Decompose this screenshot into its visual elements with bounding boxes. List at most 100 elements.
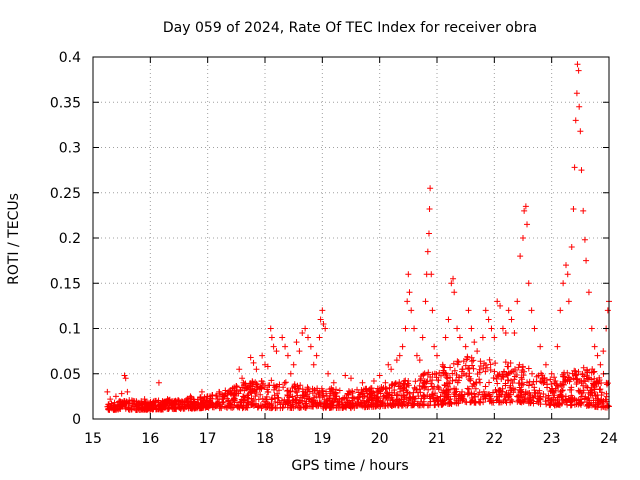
- baseline-point: [206, 397, 213, 404]
- baseline-point: [511, 376, 518, 383]
- baseline-point: [504, 376, 511, 383]
- baseline-point: [472, 385, 479, 392]
- data-point: [419, 334, 426, 341]
- baseline-point: [604, 380, 611, 387]
- baseline-point: [273, 383, 280, 390]
- data-point: [406, 289, 413, 296]
- data-point: [307, 343, 314, 350]
- baseline-point: [262, 403, 269, 410]
- data-point: [479, 334, 486, 341]
- data-point: [502, 330, 509, 337]
- data-point: [474, 348, 481, 355]
- data-point: [428, 271, 435, 278]
- baseline-point: [476, 376, 483, 383]
- data-point: [542, 361, 549, 368]
- baseline-point: [388, 381, 395, 388]
- baseline-point: [595, 397, 602, 404]
- baseline-point: [225, 402, 232, 409]
- baseline-point: [517, 399, 524, 406]
- baseline-point: [520, 394, 527, 401]
- baseline-point: [518, 392, 525, 399]
- data-point: [570, 206, 577, 213]
- baseline-point: [520, 381, 527, 388]
- baseline-point: [580, 387, 587, 394]
- data-point: [253, 366, 260, 373]
- data-point: [216, 388, 223, 395]
- data-point: [236, 366, 243, 373]
- data-point: [456, 334, 463, 341]
- data-point: [451, 289, 458, 296]
- baseline-point: [495, 372, 502, 379]
- baseline-point: [116, 397, 123, 404]
- baseline-point: [465, 386, 472, 393]
- baseline-point: [577, 396, 584, 403]
- baseline-point: [507, 360, 514, 367]
- baseline-point: [355, 399, 362, 406]
- baseline-point: [214, 401, 221, 408]
- y-tick-label: 0.1: [59, 322, 81, 338]
- data-point: [583, 257, 590, 264]
- data-point: [591, 343, 598, 350]
- baseline-point: [440, 369, 447, 376]
- baseline-point: [221, 392, 228, 399]
- baseline-point: [281, 380, 288, 387]
- data-point: [563, 262, 569, 269]
- data-point: [135, 399, 142, 406]
- baseline-point: [509, 398, 516, 405]
- baseline-point: [394, 392, 401, 399]
- baseline-point: [562, 377, 569, 384]
- data-point: [402, 325, 409, 332]
- data-point: [385, 361, 392, 368]
- data-point: [107, 396, 114, 403]
- baseline-point: [524, 395, 531, 402]
- data-point: [164, 396, 171, 403]
- baseline-point: [147, 405, 154, 412]
- data-point: [494, 298, 501, 305]
- baseline-point: [359, 397, 366, 404]
- baseline-point: [281, 396, 288, 403]
- baseline-point: [254, 384, 261, 391]
- baseline-point: [573, 401, 580, 408]
- baseline-point: [458, 392, 465, 399]
- baseline-point: [396, 379, 403, 386]
- data-point: [517, 253, 524, 260]
- data-point: [279, 334, 286, 341]
- baseline-point: [392, 402, 399, 409]
- baseline-point: [213, 403, 220, 410]
- baseline-point: [486, 379, 493, 386]
- data-point: [597, 361, 604, 368]
- baseline-point: [274, 382, 281, 389]
- baseline-point: [519, 364, 526, 371]
- data-point: [488, 325, 495, 332]
- baseline-point: [229, 397, 236, 404]
- baseline-point: [275, 394, 282, 401]
- baseline-point: [466, 364, 473, 371]
- data-point: [450, 275, 457, 282]
- baseline-point: [172, 405, 179, 412]
- baseline-point: [130, 402, 137, 409]
- baseline-point: [569, 394, 576, 401]
- baseline-point: [494, 373, 501, 380]
- baseline-point: [506, 384, 513, 391]
- baseline-point: [312, 399, 319, 406]
- baseline-point: [552, 377, 559, 384]
- baseline-point: [345, 392, 352, 399]
- baseline-point: [561, 369, 568, 376]
- baseline-point: [439, 401, 446, 408]
- baseline-point: [363, 398, 370, 405]
- data-point: [104, 388, 111, 395]
- baseline-point: [238, 396, 245, 403]
- data-point: [247, 354, 254, 361]
- baseline-point: [190, 398, 197, 405]
- baseline-point: [445, 393, 452, 400]
- data-point: [491, 334, 498, 341]
- data-point: [413, 352, 420, 359]
- baseline-point: [525, 365, 532, 372]
- baseline-point: [333, 386, 340, 393]
- y-tick-label: 0.15: [50, 276, 81, 292]
- baseline-point: [150, 404, 157, 411]
- baseline-point: [368, 390, 375, 397]
- baseline-point: [354, 396, 361, 403]
- data-point: [445, 316, 452, 323]
- x-tick-label: 20: [371, 431, 389, 447]
